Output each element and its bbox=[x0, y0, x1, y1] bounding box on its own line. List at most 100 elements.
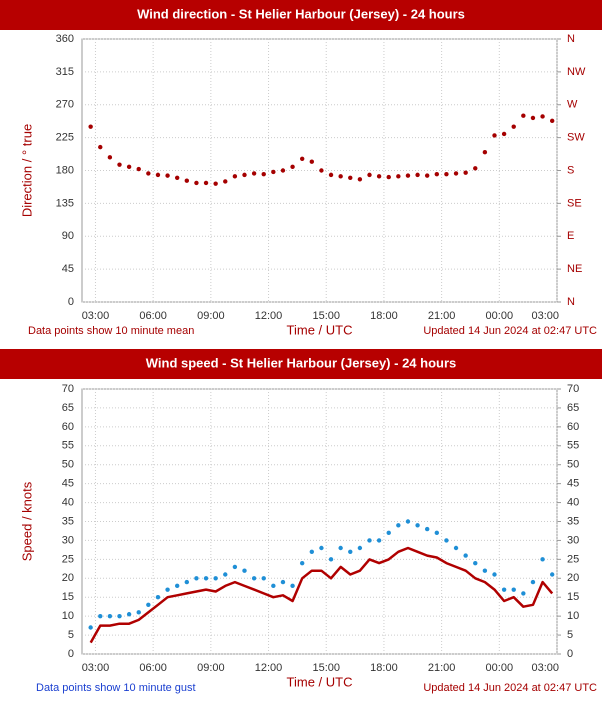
y2-tick-label: 50 bbox=[567, 459, 579, 471]
data-point bbox=[146, 171, 151, 176]
note: Data points show 10 minute gust bbox=[36, 682, 196, 694]
data-point bbox=[280, 168, 286, 173]
y2-tick-label: W bbox=[567, 99, 578, 111]
data-point bbox=[338, 174, 343, 179]
data-point bbox=[194, 576, 199, 581]
y-tick-label: 45 bbox=[62, 478, 74, 490]
data-point bbox=[174, 583, 180, 589]
data-point bbox=[357, 177, 363, 182]
data-point bbox=[424, 526, 430, 532]
y2-tick-label: 20 bbox=[567, 572, 579, 584]
data-point bbox=[203, 576, 209, 581]
data-point bbox=[136, 610, 141, 615]
data-point bbox=[280, 579, 286, 585]
data-point bbox=[530, 579, 536, 585]
x-tick-label: 09:00 bbox=[197, 310, 225, 322]
data-point bbox=[242, 568, 247, 573]
y2-tick-label: 70 bbox=[567, 383, 579, 395]
y2-tick-label: 45 bbox=[567, 478, 579, 490]
data-point bbox=[463, 553, 468, 558]
y2-tick-label: 30 bbox=[567, 534, 579, 546]
data-point bbox=[521, 113, 526, 118]
y-tick-label: 225 bbox=[56, 132, 74, 144]
data-point bbox=[299, 156, 305, 162]
data-point bbox=[511, 587, 516, 592]
data-point bbox=[88, 124, 93, 129]
y2-tick-label: SW bbox=[567, 132, 585, 144]
data-point bbox=[271, 169, 276, 175]
data-point bbox=[261, 576, 266, 581]
data-point bbox=[511, 124, 516, 129]
x-axis-label: Time / UTC bbox=[287, 674, 353, 689]
y-tick-label: 60 bbox=[62, 421, 74, 433]
data-point bbox=[348, 549, 353, 554]
data-point bbox=[299, 560, 305, 566]
x-tick-label: 12:00 bbox=[255, 662, 283, 674]
x-tick-label: 00:00 bbox=[486, 310, 514, 322]
data-point bbox=[261, 171, 266, 177]
y-tick-label: 35 bbox=[62, 515, 74, 527]
data-point bbox=[88, 625, 93, 630]
note: Updated 14 Jun 2024 at 02:47 UTC bbox=[423, 325, 597, 337]
x-tick-label: 06:00 bbox=[139, 662, 167, 674]
y2-tick-label: 15 bbox=[567, 591, 579, 603]
data-point bbox=[386, 530, 391, 536]
data-point bbox=[338, 545, 343, 551]
y-tick-label: 65 bbox=[62, 402, 74, 414]
data-point bbox=[251, 171, 257, 176]
y-tick-label: 0 bbox=[68, 296, 74, 308]
y-tick-label: 30 bbox=[62, 534, 74, 546]
data-line bbox=[89, 546, 554, 644]
data-point bbox=[549, 572, 555, 577]
x-tick-label: 03:00 bbox=[82, 310, 110, 322]
data-point bbox=[540, 114, 545, 119]
x-tick-label: 15:00 bbox=[312, 662, 340, 674]
data-point bbox=[223, 572, 228, 577]
data-point bbox=[501, 131, 507, 137]
y2-tick-label: SE bbox=[567, 197, 582, 209]
y-tick-label: 20 bbox=[62, 572, 74, 584]
data-point bbox=[367, 538, 372, 543]
data-point bbox=[473, 560, 478, 566]
data-point bbox=[290, 164, 295, 170]
y-tick-label: 50 bbox=[62, 459, 74, 471]
data-point bbox=[290, 583, 295, 589]
data-point bbox=[463, 170, 468, 175]
y-tick-label: 25 bbox=[62, 553, 74, 565]
data-point bbox=[453, 171, 459, 176]
note: Data points show 10 minute mean bbox=[28, 325, 194, 337]
data-point bbox=[415, 172, 420, 178]
x-tick-label: 03:00 bbox=[531, 310, 559, 322]
data-point bbox=[232, 564, 238, 570]
data-point bbox=[309, 549, 315, 554]
data-point bbox=[319, 168, 324, 173]
y-tick-label: 40 bbox=[62, 496, 74, 508]
data-point bbox=[251, 576, 257, 581]
data-point bbox=[184, 579, 190, 585]
data-point bbox=[540, 557, 545, 562]
data-point bbox=[146, 602, 151, 607]
y-tick-label: 15 bbox=[62, 591, 74, 603]
data-point bbox=[155, 172, 161, 178]
x-tick-label: 03:00 bbox=[82, 662, 110, 674]
chart-title: Wind speed - St Helier Harbour (Jersey) … bbox=[146, 355, 457, 370]
data-point bbox=[405, 173, 411, 178]
data-point bbox=[492, 133, 497, 138]
data-point bbox=[396, 523, 401, 528]
y2-tick-label: S bbox=[567, 164, 574, 176]
data-point bbox=[213, 576, 218, 581]
y-tick-label: 135 bbox=[56, 197, 74, 209]
data-point bbox=[184, 178, 190, 183]
data-point bbox=[319, 545, 324, 551]
data-point bbox=[117, 613, 122, 619]
data-point bbox=[98, 144, 103, 150]
data-point bbox=[473, 166, 478, 171]
y-tick-label: 45 bbox=[62, 263, 74, 275]
data-point bbox=[530, 115, 536, 121]
y2-tick-label: 65 bbox=[567, 402, 579, 414]
data-point bbox=[549, 118, 555, 124]
data-point bbox=[444, 171, 449, 177]
y-tick-label: 180 bbox=[56, 164, 74, 176]
y2-tick-label: 60 bbox=[567, 421, 579, 433]
